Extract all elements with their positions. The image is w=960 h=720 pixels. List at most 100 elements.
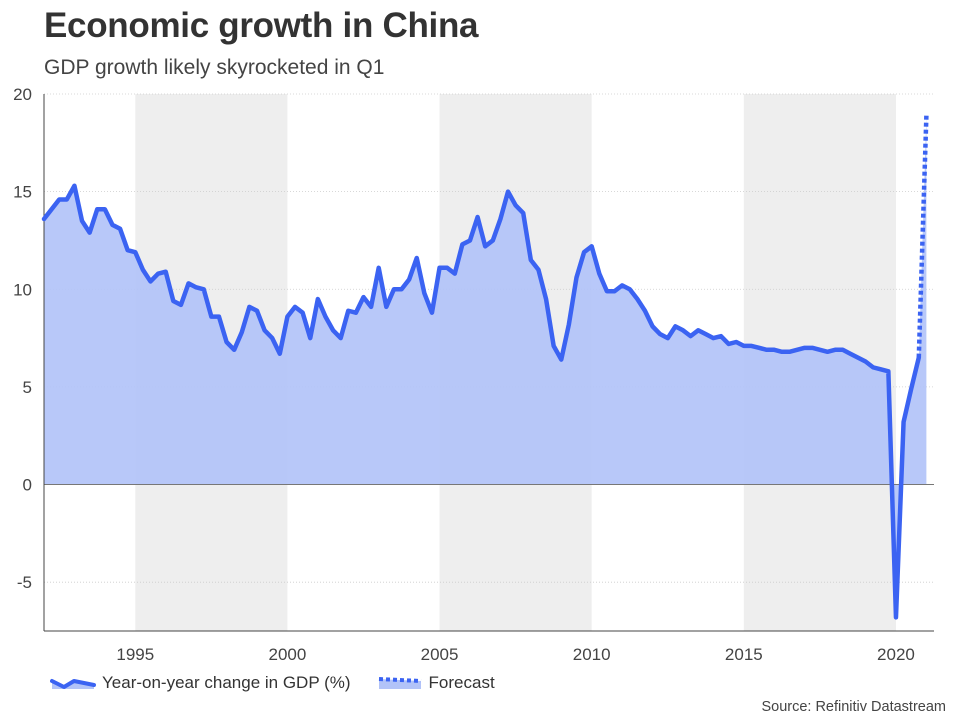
- data-point-gdp-48: [407, 278, 411, 282]
- data-point-gdp-46: [392, 287, 396, 291]
- legend-label-gdp: Year-on-year change in GDP (%): [102, 673, 351, 692]
- data-point-gdp-99: [795, 348, 799, 352]
- data-point-gdp-59: [491, 238, 495, 242]
- data-point-gdp-98: [787, 350, 791, 354]
- data-point-gdp-1: [50, 207, 54, 211]
- data-point-gdp-91: [734, 340, 738, 344]
- x-tick-label: 2010: [573, 645, 611, 664]
- data-point-gdp-110: [879, 367, 883, 371]
- data-point-gdp-81: [658, 332, 662, 336]
- data-point-gdp-41: [354, 311, 358, 315]
- x-tick-label: 1995: [116, 645, 154, 664]
- data-point-gdp-58: [483, 244, 487, 248]
- data-point-gdp-94: [757, 346, 761, 350]
- data-point-gdp-47: [400, 287, 404, 291]
- data-point-gdp-83: [673, 324, 677, 328]
- data-point-gdp-38: [331, 328, 335, 332]
- x-tick-label: 2005: [421, 645, 459, 664]
- data-point-gdp-106: [848, 352, 852, 356]
- data-point-gdp-74: [605, 289, 609, 293]
- data-point-gdp-25: [232, 348, 236, 352]
- y-tick-label: 10: [13, 280, 32, 299]
- data-point-gdp-20: [194, 285, 198, 289]
- data-point-gdp-15: [156, 272, 160, 276]
- data-point-gdp-96: [772, 348, 776, 352]
- data-point-gdp-61: [506, 190, 510, 194]
- data-point-gdp-71: [582, 250, 586, 254]
- data-point-gdp-68: [559, 358, 563, 362]
- data-point-gdp-7: [95, 207, 99, 211]
- data-point-gdp-95: [765, 348, 769, 352]
- source-note: Source: Refinitiv Datastream: [761, 699, 946, 715]
- data-point-gdp-56: [468, 238, 472, 242]
- legend-swatch-forecast: [378, 677, 421, 689]
- data-point-gdp-22: [209, 315, 213, 319]
- data-point-gdp-111: [886, 369, 890, 373]
- data-point-gdp-57: [476, 215, 480, 219]
- legend: Year-on-year change in GDP (%) Forecast: [50, 673, 521, 693]
- data-point-gdp-108: [864, 360, 868, 364]
- data-point-gdp-42: [361, 295, 365, 299]
- data-point-gdp-78: [635, 297, 639, 301]
- data-point-gdp-28: [255, 309, 259, 313]
- data-point-gdp-3: [65, 197, 69, 201]
- data-point-gdp-93: [749, 344, 753, 348]
- x-axis-tick-labels: 1995 2000 2005 2010 2015 2020: [116, 645, 915, 664]
- gdp-series-line: [41, 183, 922, 620]
- data-point-gdp-79: [643, 309, 647, 313]
- data-point-gdp-103: [826, 350, 830, 354]
- data-point-gdp-17: [171, 299, 175, 303]
- data-point-gdp-30: [270, 336, 274, 340]
- data-point-gdp-90: [727, 342, 731, 346]
- gdp-area-fill: [44, 115, 927, 618]
- data-point-gdp-8: [103, 207, 107, 211]
- data-point-gdp-19: [187, 281, 191, 285]
- legend-item-forecast: Forecast: [377, 673, 495, 693]
- data-point-gdp-29: [263, 328, 267, 332]
- data-point-gdp-64: [529, 258, 533, 262]
- data-point-gdp-33: [293, 305, 297, 309]
- data-point-gdp-40: [346, 309, 350, 313]
- data-point-gdp-49: [415, 256, 419, 260]
- data-point-gdp-9: [110, 223, 114, 227]
- data-point-gdp-13: [141, 268, 145, 272]
- data-point-gdp-21: [202, 287, 206, 291]
- data-point-gdp-85: [689, 334, 693, 338]
- data-point-gdp-54: [453, 272, 457, 276]
- plot-axes: [43, 94, 934, 632]
- data-point-gdp-100: [803, 346, 807, 350]
- data-point-gdp-43: [369, 305, 373, 309]
- data-point-gdp-104: [833, 348, 837, 352]
- x-tick-label: 2020: [877, 645, 915, 664]
- data-point-gdp-12: [133, 250, 137, 254]
- chart-title: Economic growth in China: [44, 6, 479, 45]
- data-point-gdp-76: [620, 283, 624, 287]
- data-point-gdp-80: [651, 324, 655, 328]
- data-point-gdp-97: [780, 350, 784, 354]
- data-point-gdp-50: [422, 291, 426, 295]
- data-point-gdp-62: [514, 203, 518, 207]
- data-point-gdp-82: [666, 336, 670, 340]
- data-point-gdp-11: [126, 248, 130, 252]
- legend-swatch-gdp: [50, 679, 96, 689]
- data-point-gdp-39: [339, 336, 343, 340]
- y-tick-label: 20: [13, 85, 32, 104]
- data-point-gdp-16: [164, 270, 168, 274]
- x-tick-label: 2015: [725, 645, 763, 664]
- data-point-gdp-73: [597, 272, 601, 276]
- data-point-gdp-34: [301, 311, 305, 315]
- data-point-gdp-23: [217, 315, 221, 319]
- data-point-gdp-5: [80, 219, 84, 223]
- data-point-gdp-32: [285, 315, 289, 319]
- data-point-gdp-114: [909, 387, 913, 391]
- data-point-gdp-18: [179, 303, 183, 307]
- data-point-gdp-6: [88, 231, 92, 235]
- legend-item-gdp: Year-on-year change in GDP (%): [50, 673, 351, 693]
- data-point-gdp-26: [240, 330, 244, 334]
- data-point-gdp-2: [57, 197, 61, 201]
- data-point-gdp-55: [460, 242, 464, 246]
- data-point-gdp-102: [818, 348, 822, 352]
- data-point-gdp-101: [810, 346, 814, 350]
- data-point-gdp-45: [384, 305, 388, 309]
- data-point-gdp-24: [225, 340, 229, 344]
